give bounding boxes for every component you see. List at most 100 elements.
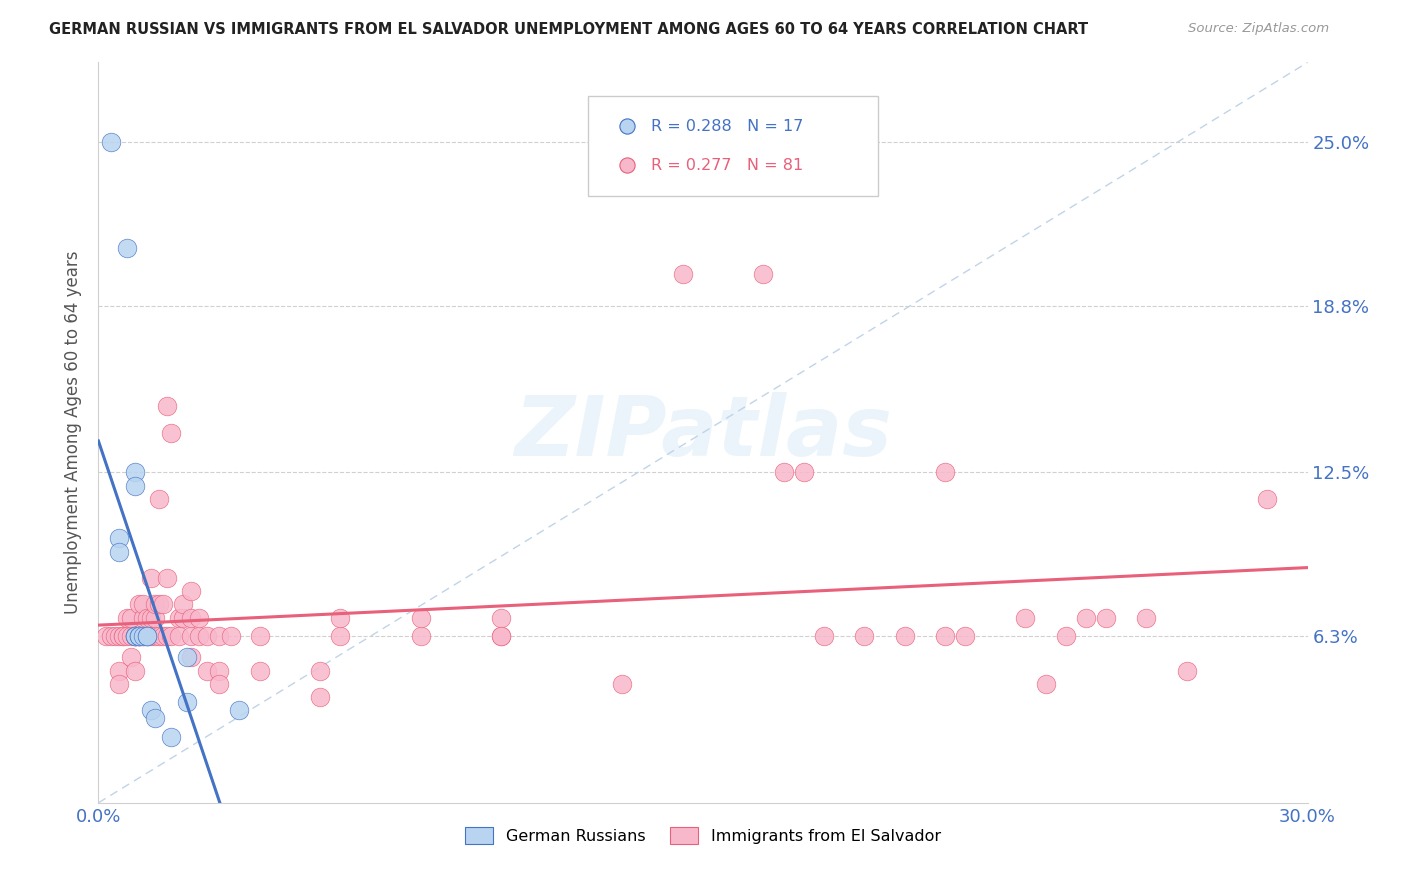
Point [143, 610, 166, 624]
Point [128, 629, 150, 643]
Point [107, 629, 129, 643]
Point [195, 664, 218, 678]
Point [139, 571, 162, 585]
Point [160, 425, 183, 440]
Point [143, 629, 166, 643]
Point [156, 399, 179, 413]
Point [180, 584, 202, 599]
Text: R = 0.277   N = 81: R = 0.277 N = 81 [651, 158, 803, 173]
Point [172, 610, 194, 624]
Point [160, 629, 183, 643]
Point [107, 664, 129, 678]
Point [128, 629, 150, 643]
Point [148, 598, 170, 612]
Point [124, 629, 146, 643]
Point [228, 703, 250, 717]
Point [167, 629, 190, 643]
Point [107, 544, 129, 558]
Point [100, 629, 122, 643]
Point [115, 610, 138, 624]
Point [135, 629, 157, 643]
Point [409, 610, 432, 624]
Point [1175, 664, 1198, 678]
Point [128, 629, 150, 643]
Point [176, 650, 198, 665]
Point [132, 629, 155, 643]
Point [172, 598, 194, 612]
Point [160, 730, 183, 744]
Point [135, 629, 157, 643]
Point [111, 629, 134, 643]
Point [135, 610, 157, 624]
Point [132, 629, 155, 643]
Point [1256, 491, 1278, 506]
Point [128, 629, 150, 643]
Point [156, 571, 179, 585]
Point [167, 610, 190, 624]
Point [105, 772, 128, 786]
Point [107, 677, 129, 691]
Point [953, 629, 976, 643]
Point [120, 650, 142, 665]
Point [135, 629, 157, 643]
Point [491, 629, 513, 643]
Point [176, 695, 198, 709]
Point [124, 629, 146, 643]
Point [180, 629, 202, 643]
Point [143, 711, 166, 725]
Point [1014, 610, 1036, 624]
Point [132, 610, 155, 624]
Point [124, 465, 146, 479]
Point [115, 240, 138, 255]
Point [148, 491, 170, 506]
Point [103, 629, 125, 643]
Point [1135, 610, 1157, 624]
Point [893, 629, 915, 643]
Point [491, 610, 513, 624]
Point [156, 629, 179, 643]
Point [309, 664, 332, 678]
Point [124, 629, 146, 643]
Point [128, 598, 150, 612]
Point [309, 690, 332, 704]
Point [180, 650, 202, 665]
Point [148, 629, 170, 643]
Point [143, 598, 166, 612]
Point [124, 664, 146, 678]
Point [195, 629, 218, 643]
Point [124, 478, 146, 492]
Point [249, 629, 271, 643]
Point [188, 629, 211, 643]
Text: Source: ZipAtlas.com: Source: ZipAtlas.com [1188, 22, 1329, 36]
Point [772, 465, 794, 479]
Point [934, 629, 956, 643]
Point [128, 629, 150, 643]
Text: ZIPatlas: ZIPatlas [515, 392, 891, 473]
Point [1054, 629, 1077, 643]
Point [1074, 610, 1097, 624]
Point [135, 629, 157, 643]
Point [120, 610, 142, 624]
Point [152, 629, 174, 643]
Point [96, 629, 118, 643]
Point [111, 629, 134, 643]
Point [105, 772, 128, 787]
FancyBboxPatch shape [588, 95, 879, 195]
Point [853, 629, 876, 643]
Point [329, 629, 352, 643]
Point [672, 267, 695, 281]
Text: GERMAN RUSSIAN VS IMMIGRANTS FROM EL SALVADOR UNEMPLOYMENT AMONG AGES 60 TO 64 Y: GERMAN RUSSIAN VS IMMIGRANTS FROM EL SAL… [49, 22, 1088, 37]
Point [139, 703, 162, 717]
Point [124, 629, 146, 643]
Point [188, 610, 211, 624]
Point [139, 629, 162, 643]
Legend: German Russians, Immigrants from El Salvador: German Russians, Immigrants from El Salv… [458, 821, 948, 850]
Point [152, 598, 174, 612]
Point [1035, 677, 1057, 691]
Point [180, 610, 202, 624]
Point [100, 135, 122, 149]
Point [115, 629, 138, 643]
Point [124, 629, 146, 643]
Point [491, 629, 513, 643]
Point [208, 664, 231, 678]
